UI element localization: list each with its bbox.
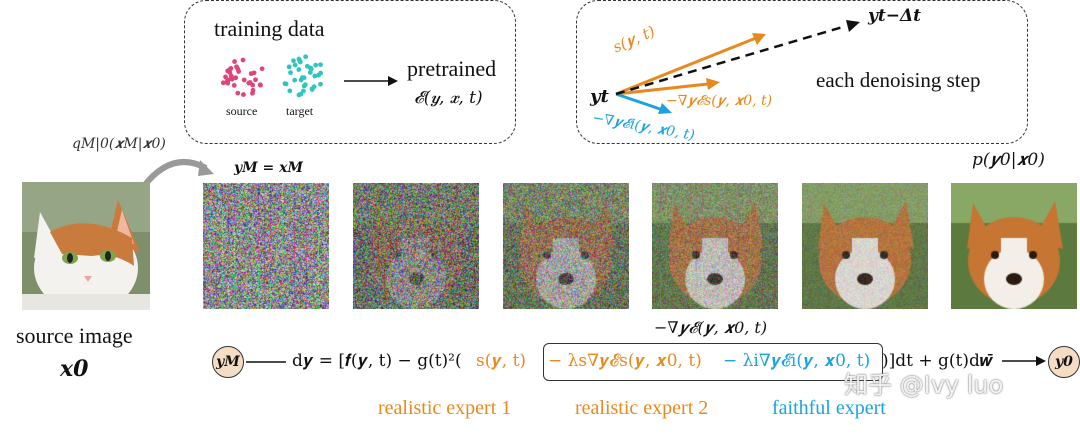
cluster-dot bbox=[225, 77, 231, 83]
cluster-dot bbox=[298, 91, 304, 97]
cluster-dot bbox=[288, 70, 293, 76]
source-cluster bbox=[220, 57, 265, 97]
denoising-step-label: each denoising step bbox=[816, 68, 981, 92]
cluster-dot bbox=[313, 62, 319, 68]
y-0-node: 𝒚0 bbox=[1048, 346, 1080, 378]
cluster-dot bbox=[231, 83, 237, 88]
cluster-dot bbox=[309, 87, 315, 92]
sde-part2: )]dt + g(t)d𝒘̄ bbox=[882, 351, 994, 371]
energy-formula: 𝓔(𝒚, 𝒙, t) bbox=[414, 88, 483, 108]
p-label: p(𝒚0|𝒙0) bbox=[972, 150, 1045, 170]
x0-label: 𝒙0 bbox=[60, 356, 89, 382]
cluster-dot bbox=[220, 80, 226, 86]
source-cat-image bbox=[22, 182, 150, 310]
cluster-dot bbox=[307, 70, 313, 75]
expert-bracket-box bbox=[543, 343, 883, 381]
denoising-step-box bbox=[576, 0, 1028, 144]
yM-eq-label: 𝒚M = 𝒙M bbox=[234, 160, 303, 176]
pretrain-arrow bbox=[344, 76, 398, 86]
denoise-tile-6 bbox=[951, 183, 1077, 309]
cluster-dot bbox=[235, 90, 241, 96]
cluster-dot bbox=[297, 59, 303, 65]
q-label: qM|0(𝒙M|𝒙0) bbox=[72, 136, 166, 152]
grad-total-label: −∇𝒚𝓔(𝒚, 𝒙0, t) bbox=[654, 318, 768, 337]
watermark: 知乎 @Ivy luo bbox=[844, 371, 1004, 399]
realistic-expert-2-label: realistic expert 2 bbox=[575, 397, 709, 419]
denoise-tile-4 bbox=[652, 183, 778, 309]
cluster-dot bbox=[318, 81, 323, 87]
cluster-dot bbox=[241, 77, 247, 83]
denoise-tile-2 bbox=[353, 183, 479, 309]
cluster-dot bbox=[283, 81, 289, 87]
cluster-dot bbox=[229, 75, 234, 81]
y-M-node: 𝒚M bbox=[212, 346, 244, 378]
source-label: source bbox=[226, 104, 258, 118]
cluster-dot bbox=[234, 64, 239, 70]
faithful-expert-label: faithful expert bbox=[772, 397, 886, 419]
cluster-dot bbox=[233, 75, 239, 81]
target-label: target bbox=[286, 104, 314, 118]
cluster-dot bbox=[292, 77, 298, 83]
cluster-dot bbox=[296, 67, 302, 72]
denoise-tile-1 bbox=[203, 183, 329, 309]
cluster-dot bbox=[291, 58, 296, 64]
sde-boxed-s: − λs∇𝒚𝓔s(𝒚, 𝒙0, t) bbox=[548, 351, 702, 371]
cluster-dot bbox=[232, 59, 237, 64]
sde-score: s(𝒚, t) bbox=[476, 351, 527, 371]
sde-boxed-i: − λi∇𝒚𝓔i(𝒚, 𝒙0, t) bbox=[723, 351, 871, 371]
source-image-label: source image bbox=[16, 323, 133, 348]
y-t-minus-dt-label: 𝒚t−Δt bbox=[868, 6, 922, 26]
cluster-dot bbox=[292, 62, 298, 68]
cluster-dot bbox=[246, 80, 252, 86]
target-cluster bbox=[282, 54, 324, 98]
denoise-tile-5 bbox=[802, 183, 928, 309]
cluster-dot bbox=[301, 83, 307, 89]
training-data-title: training data bbox=[214, 16, 325, 41]
end-arrow bbox=[1002, 356, 1046, 366]
realistic-expert-1-label: realistic expert 1 bbox=[378, 397, 512, 419]
cluster-dot bbox=[287, 88, 293, 94]
cluster-dot bbox=[228, 66, 234, 71]
cluster-dot bbox=[227, 70, 233, 76]
cluster-dot bbox=[253, 77, 258, 83]
cluster-dot bbox=[298, 77, 304, 83]
denoise-tile-3 bbox=[503, 183, 629, 309]
sde-part1: d𝒚 = [𝒇(𝒚, t) − g(t)²( bbox=[292, 351, 462, 371]
cluster-dot bbox=[258, 82, 263, 88]
cluster-dot bbox=[250, 82, 256, 88]
y-t-label: 𝒚t bbox=[590, 86, 609, 107]
cluster-dot bbox=[286, 64, 292, 70]
start-line bbox=[246, 361, 286, 363]
grad-s-label: −∇𝒚𝓔s(𝒚, 𝒙0, t) bbox=[666, 93, 773, 109]
cluster-dot bbox=[250, 87, 256, 93]
cluster-dot bbox=[240, 57, 246, 63]
cluster-dot bbox=[312, 73, 318, 79]
cluster-dot bbox=[303, 54, 309, 60]
vector-diagram bbox=[615, 20, 860, 114]
cluster-dot bbox=[241, 92, 246, 97]
cluster-dot bbox=[259, 66, 265, 72]
cluster-dot bbox=[316, 72, 321, 78]
cluster-dot bbox=[251, 70, 257, 76]
forward-arrow bbox=[141, 159, 214, 188]
cluster-dot bbox=[318, 62, 323, 68]
pretrained-label: pretrained bbox=[407, 56, 497, 81]
